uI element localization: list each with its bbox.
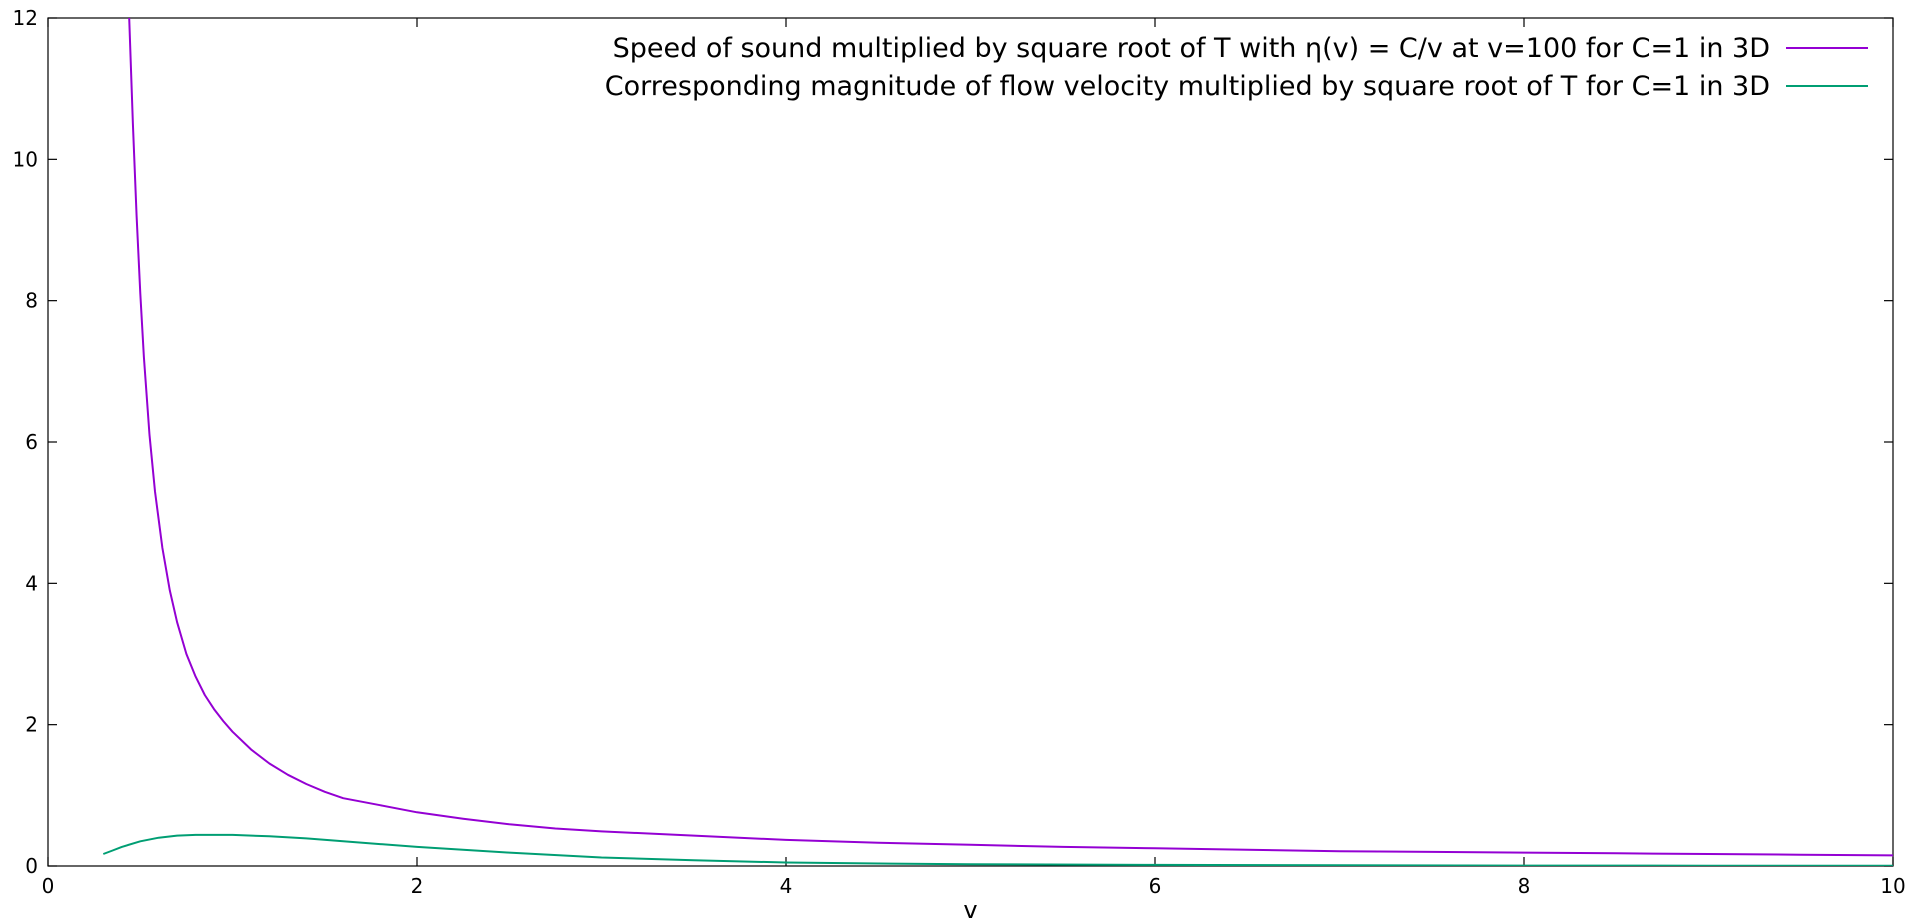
series-line-2 bbox=[102, 833, 1893, 866]
x-tick-label: 10 bbox=[1880, 874, 1905, 898]
y-tick-label: 2 bbox=[25, 713, 38, 737]
y-tick-label: 12 bbox=[13, 6, 38, 30]
x-tick-label: 2 bbox=[411, 874, 424, 898]
plot-border bbox=[47, 17, 1894, 867]
x-tick-label: 0 bbox=[42, 874, 55, 898]
y-tick-label: 6 bbox=[25, 430, 38, 454]
y-axis: 0 2 4 6 8 10 12 bbox=[13, 6, 1893, 878]
x-tick-label: 4 bbox=[780, 874, 793, 898]
x-axis: 0 2 4 6 8 10 bbox=[42, 18, 1906, 898]
legend-entry-label: Speed of sound multiplied by square root… bbox=[613, 33, 1770, 64]
x-axis-label: v bbox=[963, 896, 977, 922]
x-tick-label: 8 bbox=[1518, 874, 1531, 898]
series-line-1 bbox=[128, 18, 1893, 857]
y-tick-label: 10 bbox=[13, 147, 38, 171]
x-tick-label: 6 bbox=[1149, 874, 1162, 898]
y-tick-label: 8 bbox=[25, 289, 38, 313]
legend-entry-label: Corresponding magnitude of flow velocity… bbox=[605, 71, 1770, 102]
plot-frame bbox=[47, 17, 1894, 867]
series-layer bbox=[102, 18, 1893, 866]
legend: Speed of sound multiplied by square root… bbox=[605, 33, 1868, 102]
y-tick-label: 4 bbox=[25, 571, 38, 595]
y-tick-label: 0 bbox=[25, 854, 38, 878]
